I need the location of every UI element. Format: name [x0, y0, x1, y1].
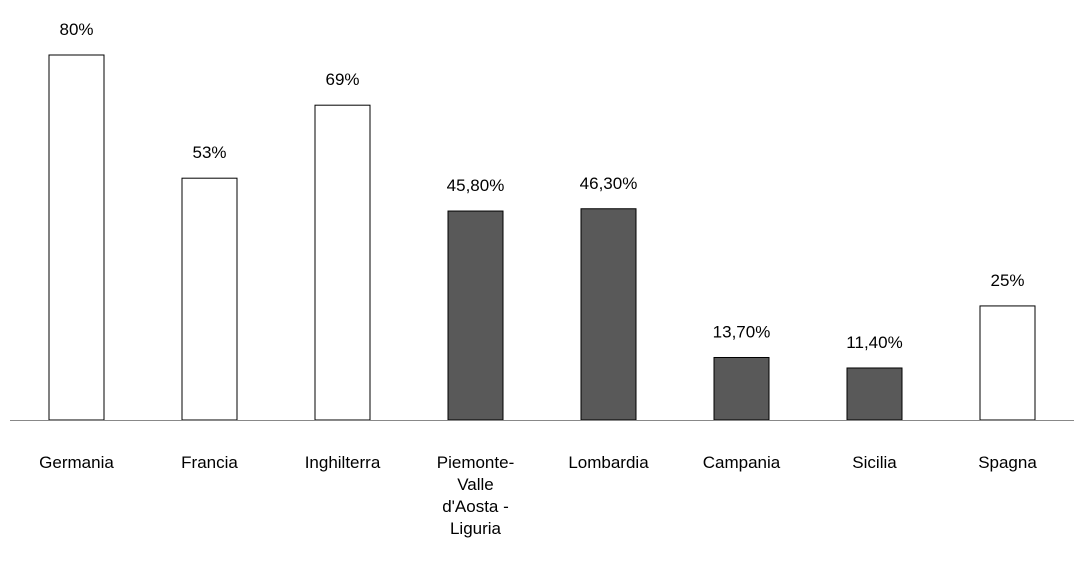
x-tick-label: Francia — [181, 453, 238, 472]
value-label: 69% — [325, 70, 359, 89]
bar — [181, 177, 238, 421]
bar — [314, 104, 371, 421]
x-tick-label: Germania — [39, 453, 114, 472]
value-label: 46,30% — [580, 174, 638, 193]
value-label: 11,40% — [846, 333, 902, 352]
bar — [580, 208, 637, 421]
x-tick-label: Spagna — [978, 453, 1037, 472]
bar — [48, 54, 105, 421]
value-label: 13,70% — [713, 322, 771, 341]
x-tick-label: Inghilterra — [304, 453, 381, 472]
bar — [846, 367, 903, 421]
value-label: 25% — [990, 271, 1024, 290]
value-label: 53% — [192, 143, 226, 162]
x-tick-label: Lombardia — [568, 453, 649, 472]
value-label: 80% — [59, 20, 93, 39]
bar — [447, 210, 504, 421]
x-tick-label: Piemonte-Valle d'Aosta - Liguria — [436, 453, 515, 538]
bar — [979, 305, 1036, 421]
bar — [713, 356, 770, 421]
x-tick-label: Campania — [702, 453, 781, 472]
value-label: 45,80% — [447, 176, 505, 195]
x-tick-label: Sicilia — [852, 453, 897, 472]
